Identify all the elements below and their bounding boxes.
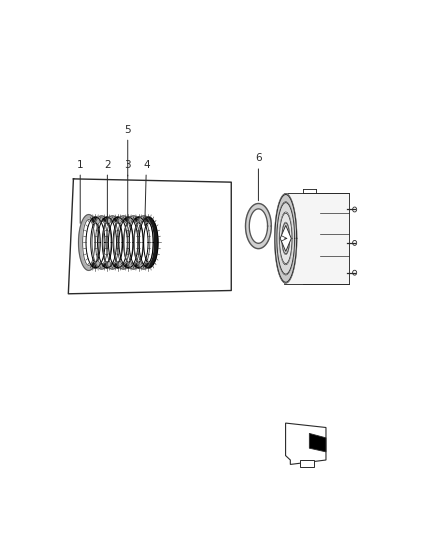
Polygon shape — [127, 221, 140, 264]
Polygon shape — [108, 217, 127, 268]
Polygon shape — [129, 217, 148, 268]
Polygon shape — [124, 223, 133, 262]
Polygon shape — [103, 216, 122, 269]
Polygon shape — [249, 209, 268, 243]
Polygon shape — [282, 223, 290, 254]
Polygon shape — [117, 221, 130, 264]
Polygon shape — [134, 223, 143, 262]
Polygon shape — [86, 217, 105, 268]
Polygon shape — [124, 216, 143, 269]
Polygon shape — [139, 217, 158, 268]
Text: 2: 2 — [104, 159, 111, 225]
Polygon shape — [279, 212, 292, 265]
Text: 1: 1 — [77, 159, 84, 223]
Polygon shape — [144, 223, 153, 262]
Polygon shape — [300, 460, 314, 467]
Polygon shape — [106, 221, 119, 264]
Polygon shape — [280, 225, 291, 252]
Polygon shape — [92, 216, 111, 269]
Polygon shape — [275, 193, 297, 283]
Polygon shape — [277, 202, 295, 275]
Text: 3: 3 — [124, 159, 131, 225]
Polygon shape — [286, 423, 326, 464]
Bar — [284, 193, 349, 284]
Polygon shape — [102, 223, 112, 262]
Polygon shape — [279, 213, 292, 264]
Polygon shape — [309, 433, 326, 452]
Polygon shape — [138, 221, 150, 264]
Text: 4: 4 — [143, 159, 150, 225]
Polygon shape — [119, 217, 138, 268]
Text: 6: 6 — [255, 154, 262, 201]
Polygon shape — [98, 217, 117, 268]
Polygon shape — [78, 215, 99, 270]
Polygon shape — [114, 216, 133, 269]
Text: 5: 5 — [124, 125, 131, 176]
Polygon shape — [91, 223, 100, 262]
Polygon shape — [83, 220, 95, 265]
Polygon shape — [95, 221, 108, 264]
Polygon shape — [277, 203, 295, 274]
Polygon shape — [134, 216, 153, 269]
Polygon shape — [282, 222, 290, 255]
Polygon shape — [246, 204, 271, 248]
Polygon shape — [113, 223, 123, 262]
Polygon shape — [275, 195, 297, 282]
